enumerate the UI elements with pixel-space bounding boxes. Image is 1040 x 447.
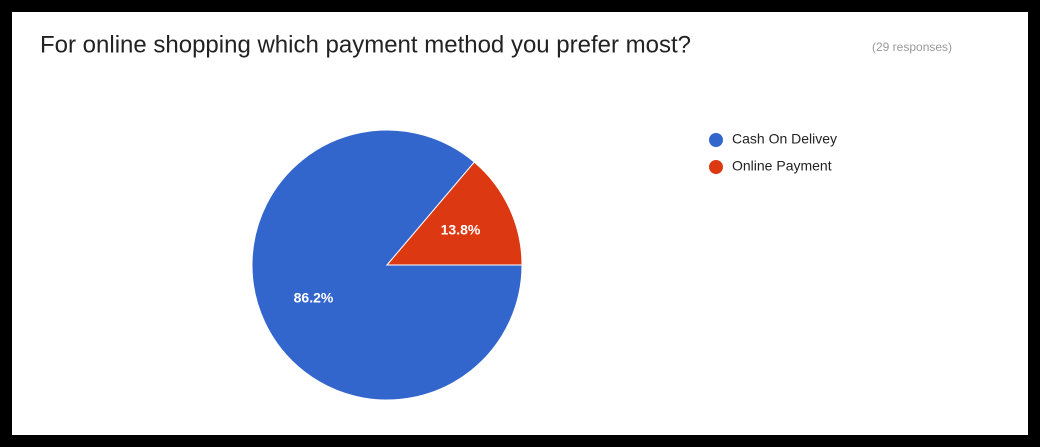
chart-subtitle: (29 responses) xyxy=(872,40,952,54)
chart-title: For online shopping which payment method… xyxy=(40,31,691,58)
legend-swatch xyxy=(709,160,723,174)
legend-label: Online Payment xyxy=(732,158,832,174)
legend-swatch xyxy=(709,133,723,147)
slice-label: 13.8% xyxy=(441,222,481,238)
pie-slice xyxy=(385,161,523,266)
legend-label: Cash On Delivey xyxy=(732,131,837,147)
slice-label: 86.2% xyxy=(294,290,334,306)
